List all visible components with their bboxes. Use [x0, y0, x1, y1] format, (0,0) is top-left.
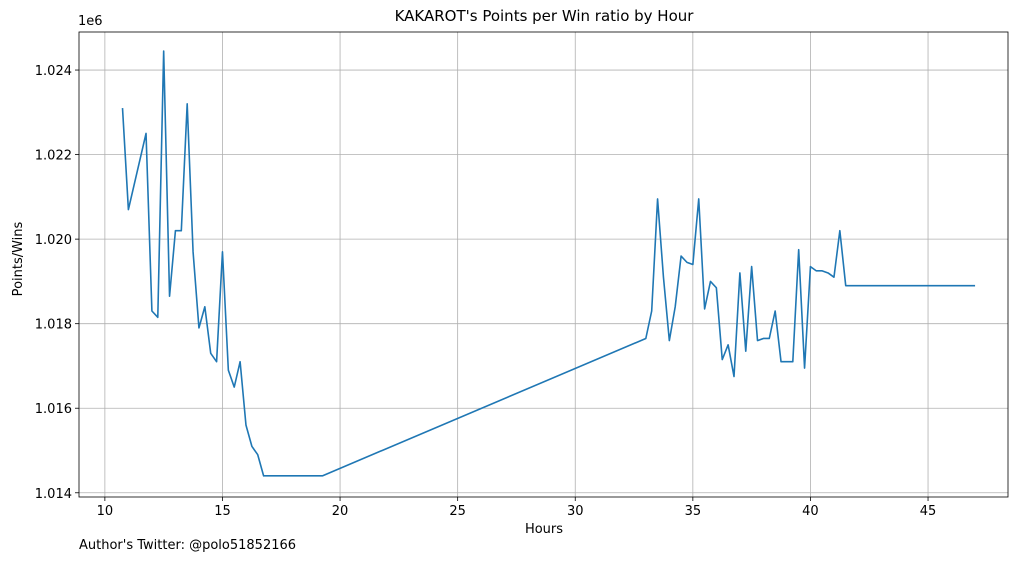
- x-tick-label: 25: [449, 504, 466, 519]
- y-tick-label: 1.014: [35, 487, 72, 502]
- axis-ticks: 10 15 20 25 30 35 40 45 1.014 1.016 1.018 1.020 1.02…: [35, 64, 937, 519]
- x-tick-label: 45: [920, 504, 937, 519]
- y-tick-label: 1.024: [35, 64, 72, 79]
- grid-lines: [79, 32, 1008, 497]
- y-tick-label: 1.018: [35, 318, 72, 333]
- x-axis-title: Hours: [525, 522, 563, 537]
- chart-title: KAKAROT's Points per Win ratio by Hour: [395, 7, 695, 25]
- x-tick-label: 35: [685, 504, 702, 519]
- y-axis-offset-label: 1e6: [78, 14, 103, 29]
- y-tick-label: 1.020: [35, 233, 72, 248]
- y-tick-label: 1.016: [35, 402, 72, 417]
- y-tick-label: 1.022: [35, 149, 72, 164]
- x-tick-label: 15: [214, 504, 231, 519]
- plot-area-frame: [78, 31, 1009, 498]
- series-line: [121, 50, 976, 477]
- x-tick-label: 20: [332, 504, 349, 519]
- x-tick-label: 10: [97, 504, 114, 519]
- x-tick-label: 40: [802, 504, 819, 519]
- y-axis-title: Points/Wins: [11, 221, 26, 296]
- author-footnote: Author's Twitter: @polo51852166: [79, 538, 297, 553]
- x-tick-label: 30: [567, 504, 584, 519]
